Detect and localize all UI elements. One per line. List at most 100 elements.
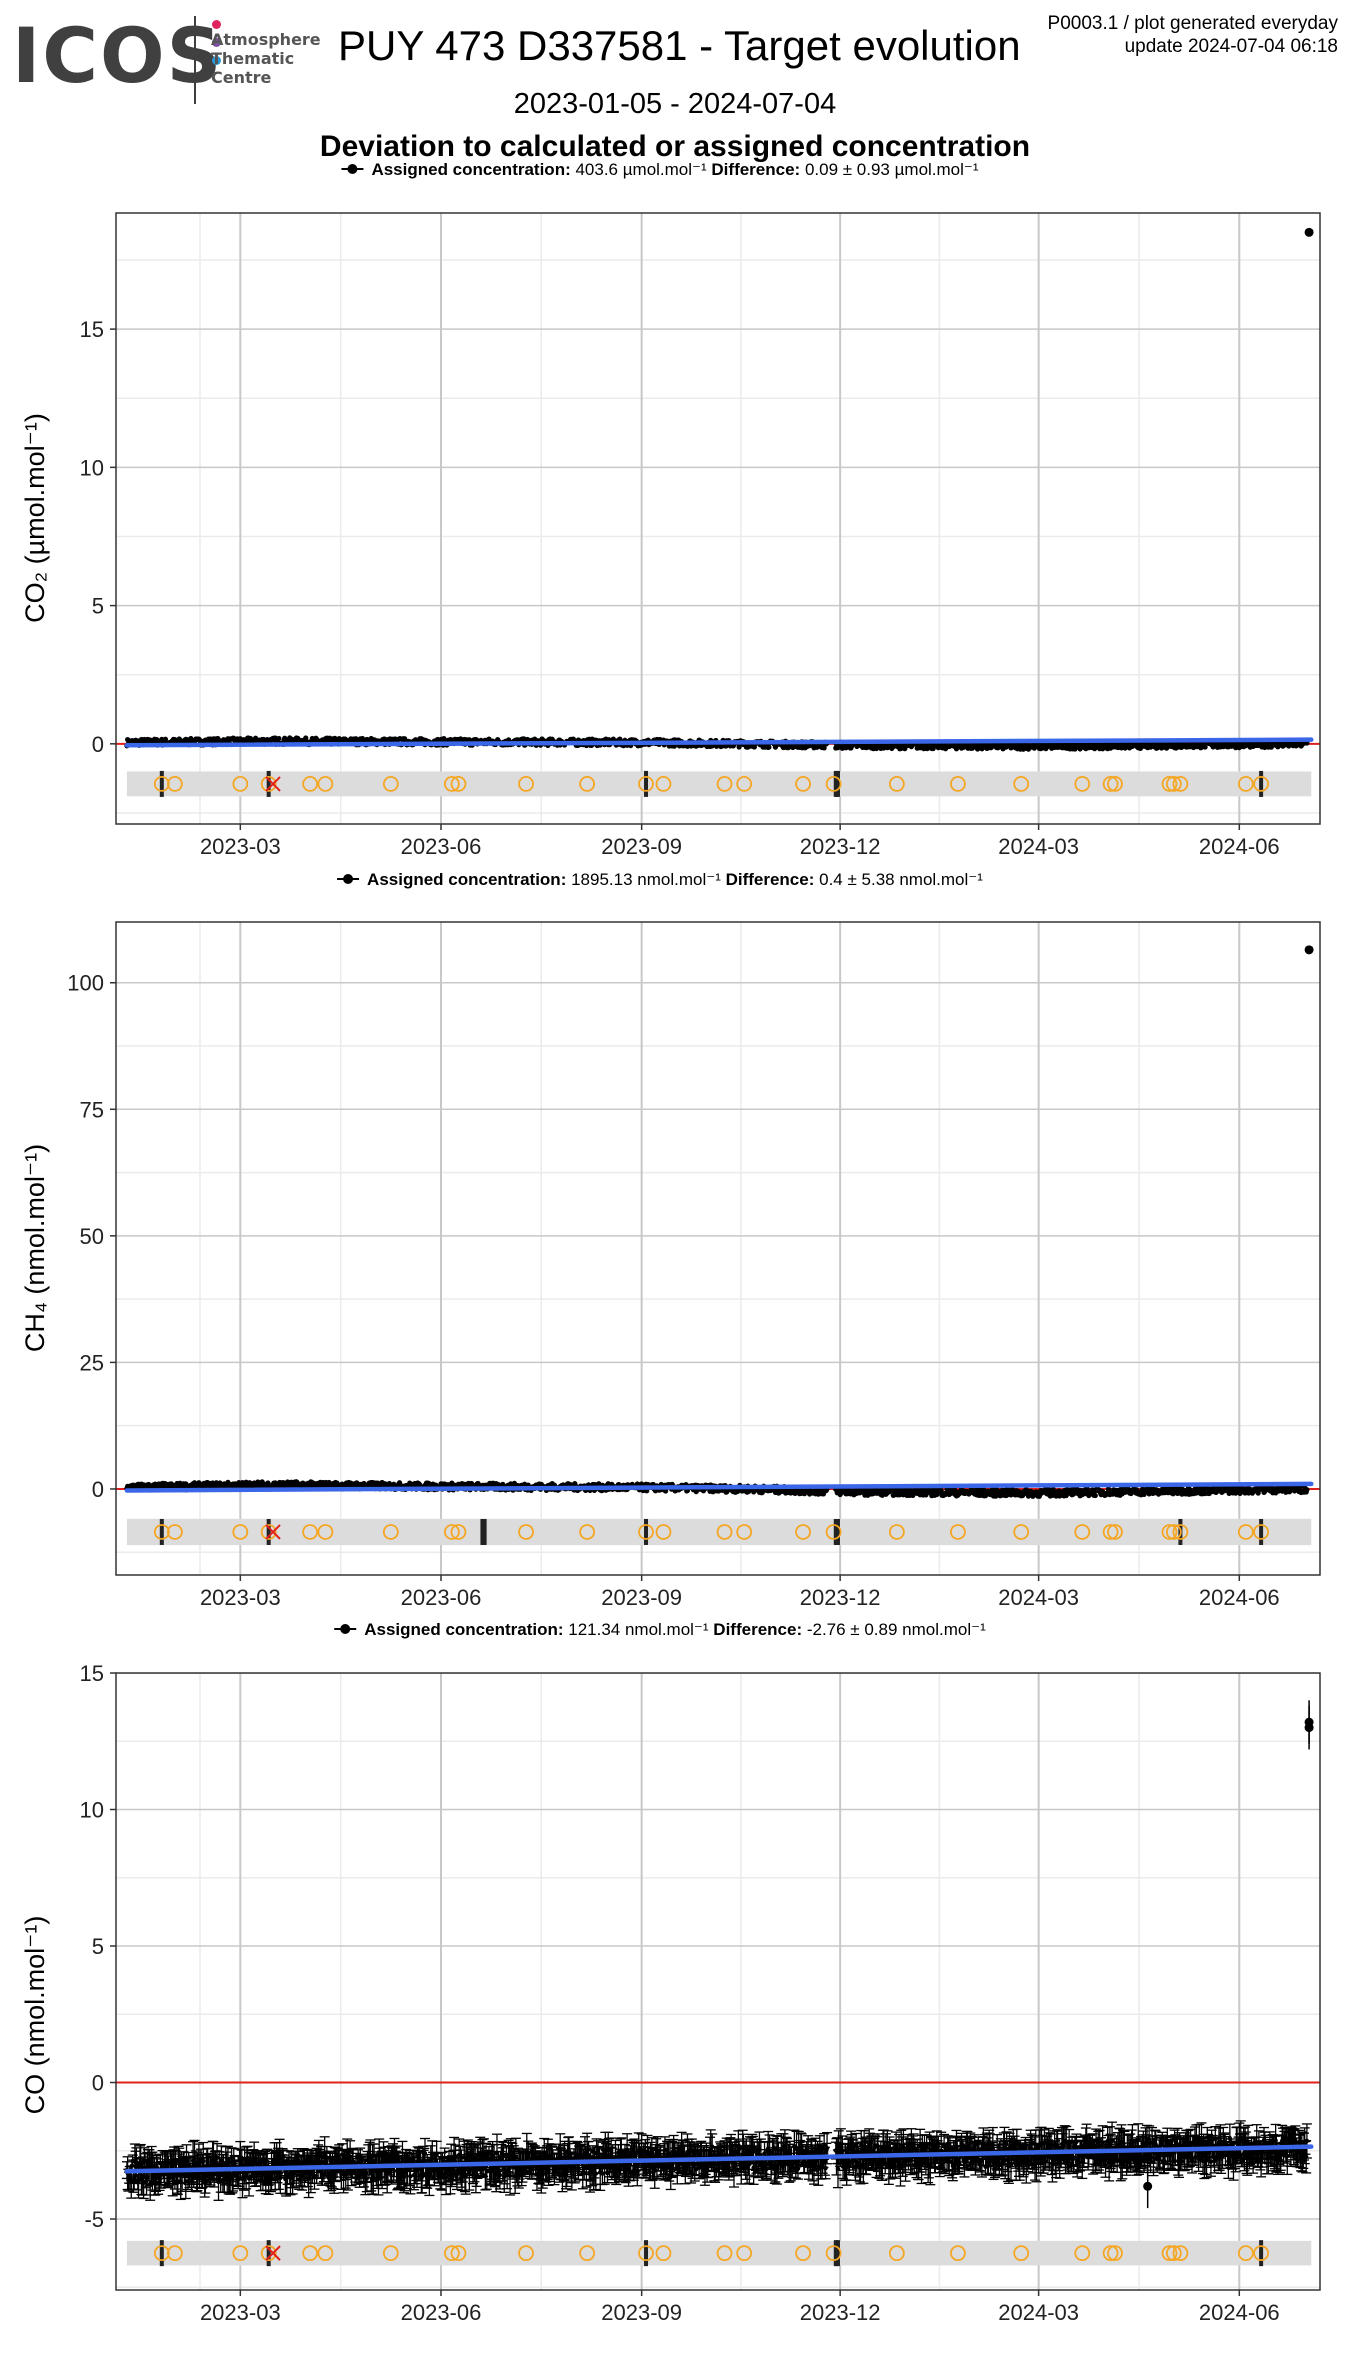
logo-separator [194,16,196,104]
plot-frame [115,921,1321,1576]
flag-circle [888,2245,905,2262]
legend-label: Assigned concentration: [371,160,575,179]
chart-legend: Assigned concentration: 1895.13 nmol.mol… [337,870,983,889]
flag-band-group [126,770,1312,797]
y-tick-label: 75 [80,1097,104,1122]
flag-circle [1165,2245,1182,2262]
data-point [821,745,827,751]
flag-circle [1013,776,1030,792]
flag-circle [302,2245,319,2262]
flag-band [126,1518,1312,1546]
flag-bar [833,2240,838,2267]
data-point [247,1480,253,1486]
flag-cross [265,2245,281,2261]
flag-circle [950,776,966,792]
flag-circle [1102,2245,1119,2262]
flag-bar [833,770,838,797]
data-points [121,1700,1314,2209]
flag-circle [260,2245,277,2262]
logo-wordmark: ICOS [12,11,224,100]
logo-sub-line: Atmosphere [211,30,321,49]
trend-line [124,737,1314,748]
x-tick-label: 2023-03 [200,834,281,859]
y-tick-label: 5 [92,594,104,619]
legend-text: Assigned concentration: 1895.13 nmol.mol… [367,870,983,889]
flag-circle [736,776,753,792]
flag-circle [655,2245,672,2262]
data-point [766,744,772,750]
y-tick-label: 25 [80,1350,104,1375]
x-tick-label: 2023-12 [800,1585,881,1610]
chart-panel-co: Assigned concentration: 121.34 nmol.mol⁻… [20,1620,1321,2325]
x-tick-label: 2024-03 [998,1585,1079,1610]
flag-circle [1074,2245,1091,2262]
data-point-outlier [1304,227,1314,237]
flag-circle [950,1524,966,1540]
legend-diff-label: Difference: [713,1620,807,1639]
flag-circle [1074,776,1091,792]
logo-sub-line: Centre [211,68,272,87]
x-tick-label: 2024-06 [1199,1585,1280,1610]
legend-diff-value: 0.4 ± 5.38 nmol.mol⁻¹ [819,870,983,889]
flag-circle [450,1524,467,1540]
x-tick-label: 2023-06 [401,1585,482,1610]
flag-circle [1074,1524,1091,1540]
flag-band-group [126,1518,1312,1546]
meta-update: update 2024-07-04 06:18 [1124,36,1338,57]
data-point [1304,1487,1310,1493]
flag-circle [153,2245,170,2262]
flag-circle [638,1524,654,1540]
trend-line [124,1481,1314,1493]
meta-generated: P0003.1 / plot generated everyday [1047,13,1338,34]
logo-dot-icon [212,38,221,47]
flag-circle [518,2245,534,2262]
flag-circle [1107,1524,1123,1540]
flag-bar [1259,2240,1264,2267]
flag-bar [266,770,271,797]
legend-text: Assigned concentration: 121.34 nmol.mol⁻… [364,1620,986,1639]
flag-circle [1161,776,1178,792]
flag-bar [159,2240,164,2267]
flag-circle [1013,2245,1030,2262]
data-point [276,735,282,742]
legend-text: Assigned concentration: 403.6 µmol.mol⁻¹… [371,160,978,179]
logo-dot-icon [212,56,221,65]
x-tick-label: 2024-06 [1199,834,1280,859]
legend-value: 403.6 µmol.mol⁻¹ [575,160,711,179]
flag-circle [260,1524,277,1540]
data-point [312,2173,317,2179]
y-tick-label: 15 [80,317,104,342]
plot-meta: P0003.1 / plot generated everyday update… [1048,12,1338,58]
logo-sub-line: Thematic [211,49,295,68]
legend-key-point [340,1624,351,1634]
date-range: 2023-01-05 - 2024-07-04 [513,88,837,120]
flag-bar [480,1518,485,1545]
flag-circle [1237,776,1254,792]
x-tick-label: 2023-12 [800,834,881,859]
flag-circle [1253,2245,1270,2262]
flag-circle [317,2245,334,2262]
flag-bar [644,2240,649,2267]
flag-circle [382,776,399,792]
flag-circle [1102,776,1119,792]
flag-circle [825,776,842,792]
data-point [1202,744,1208,750]
flag-circle [166,776,183,792]
chart-grid [116,922,1320,1575]
y-tick-label: 0 [92,732,104,757]
flag-circle [825,2245,842,2262]
flag-circle [795,2245,811,2262]
flag-circle [638,776,654,792]
flag-circle [579,2245,596,2262]
flag-circle [443,776,460,792]
logo-dot-icon [212,20,221,29]
flag-circle [950,2245,966,2262]
flag-circle [795,776,811,792]
y-tick-label: 50 [80,1224,104,1249]
flag-circle [153,776,170,792]
flag-bar [1259,1518,1264,1545]
flag-bar [266,1518,271,1545]
legend-value: 1895.13 nmol.mol⁻¹ [571,870,726,889]
flag-circle [795,1524,811,1540]
flag-circle [579,1524,596,1540]
